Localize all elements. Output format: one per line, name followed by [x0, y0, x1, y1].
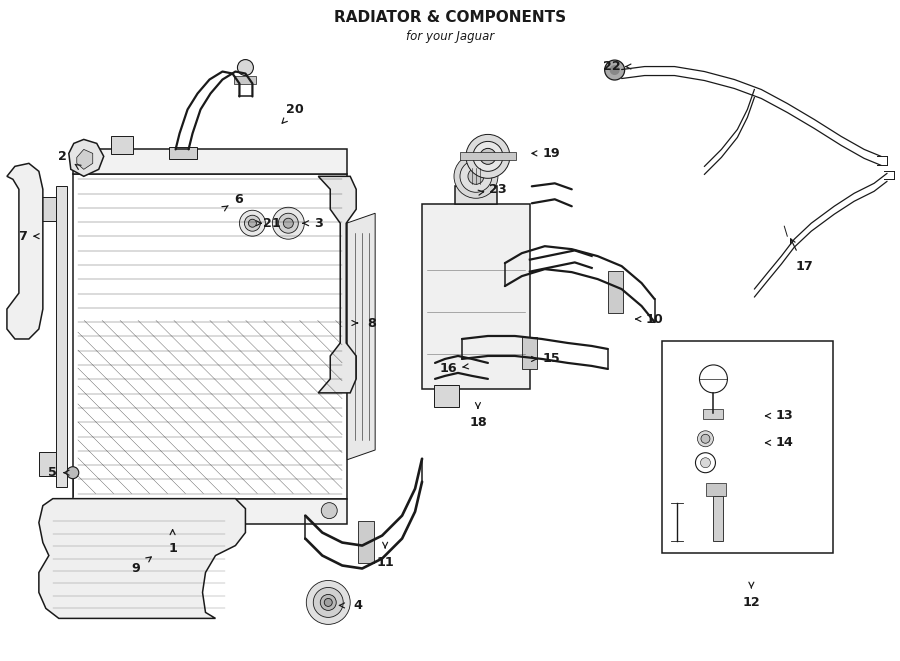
- Circle shape: [473, 141, 503, 171]
- Circle shape: [245, 215, 260, 231]
- Circle shape: [278, 214, 298, 233]
- Bar: [662, 341, 833, 553]
- Text: 20: 20: [286, 103, 304, 116]
- Text: 8: 8: [368, 317, 376, 330]
- Circle shape: [324, 598, 332, 606]
- Circle shape: [466, 134, 510, 178]
- Polygon shape: [39, 197, 56, 221]
- Text: 4: 4: [354, 599, 363, 612]
- Polygon shape: [706, 483, 726, 496]
- Text: 19: 19: [543, 147, 561, 160]
- Polygon shape: [347, 214, 375, 460]
- Bar: [704, 409, 724, 419]
- Polygon shape: [319, 176, 356, 393]
- Polygon shape: [39, 498, 246, 619]
- Circle shape: [238, 59, 254, 75]
- Text: 1: 1: [168, 542, 177, 555]
- Text: 3: 3: [314, 217, 323, 230]
- Bar: [460, 153, 516, 161]
- Text: 18: 18: [469, 416, 487, 429]
- Circle shape: [320, 594, 337, 610]
- Polygon shape: [76, 149, 93, 169]
- Circle shape: [698, 431, 714, 447]
- Circle shape: [321, 502, 338, 519]
- Circle shape: [248, 219, 256, 227]
- Circle shape: [313, 588, 343, 617]
- Circle shape: [460, 161, 492, 192]
- Text: 11: 11: [376, 556, 394, 569]
- Bar: [714, 496, 724, 541]
- Polygon shape: [7, 163, 43, 339]
- Polygon shape: [422, 204, 530, 389]
- Text: 14: 14: [776, 436, 793, 449]
- Polygon shape: [39, 451, 56, 476]
- Bar: [168, 147, 196, 159]
- Circle shape: [67, 467, 79, 479]
- Bar: [608, 271, 623, 313]
- Text: 15: 15: [543, 352, 561, 366]
- Polygon shape: [68, 139, 104, 176]
- Circle shape: [609, 65, 619, 75]
- Circle shape: [605, 60, 625, 80]
- Bar: [111, 136, 132, 155]
- Bar: [358, 521, 374, 563]
- Text: 23: 23: [489, 183, 507, 196]
- Text: 16: 16: [439, 362, 457, 375]
- Text: 17: 17: [796, 260, 813, 272]
- Circle shape: [273, 208, 304, 239]
- Polygon shape: [56, 186, 67, 486]
- Text: 22: 22: [603, 60, 620, 73]
- Circle shape: [701, 434, 710, 444]
- Bar: [235, 75, 256, 83]
- Circle shape: [468, 169, 484, 184]
- Text: 5: 5: [49, 466, 58, 479]
- Polygon shape: [73, 149, 347, 175]
- Bar: [455, 186, 497, 204]
- Circle shape: [306, 580, 350, 625]
- Text: 21: 21: [264, 217, 281, 230]
- Text: 13: 13: [776, 409, 793, 422]
- Bar: [522, 337, 536, 369]
- Polygon shape: [73, 498, 347, 524]
- Bar: [434, 385, 459, 407]
- Text: 7: 7: [19, 230, 27, 243]
- Text: 2: 2: [58, 150, 68, 163]
- Text: 6: 6: [234, 193, 243, 206]
- Text: 9: 9: [131, 562, 140, 575]
- Circle shape: [239, 210, 266, 236]
- Text: 12: 12: [742, 596, 760, 609]
- Text: for your Jaguar: for your Jaguar: [406, 30, 494, 42]
- Circle shape: [284, 218, 293, 228]
- Text: 10: 10: [645, 313, 663, 325]
- Circle shape: [700, 457, 710, 468]
- Circle shape: [454, 155, 498, 198]
- Text: RADIATOR & COMPONENTS: RADIATOR & COMPONENTS: [334, 10, 566, 24]
- Circle shape: [480, 148, 496, 165]
